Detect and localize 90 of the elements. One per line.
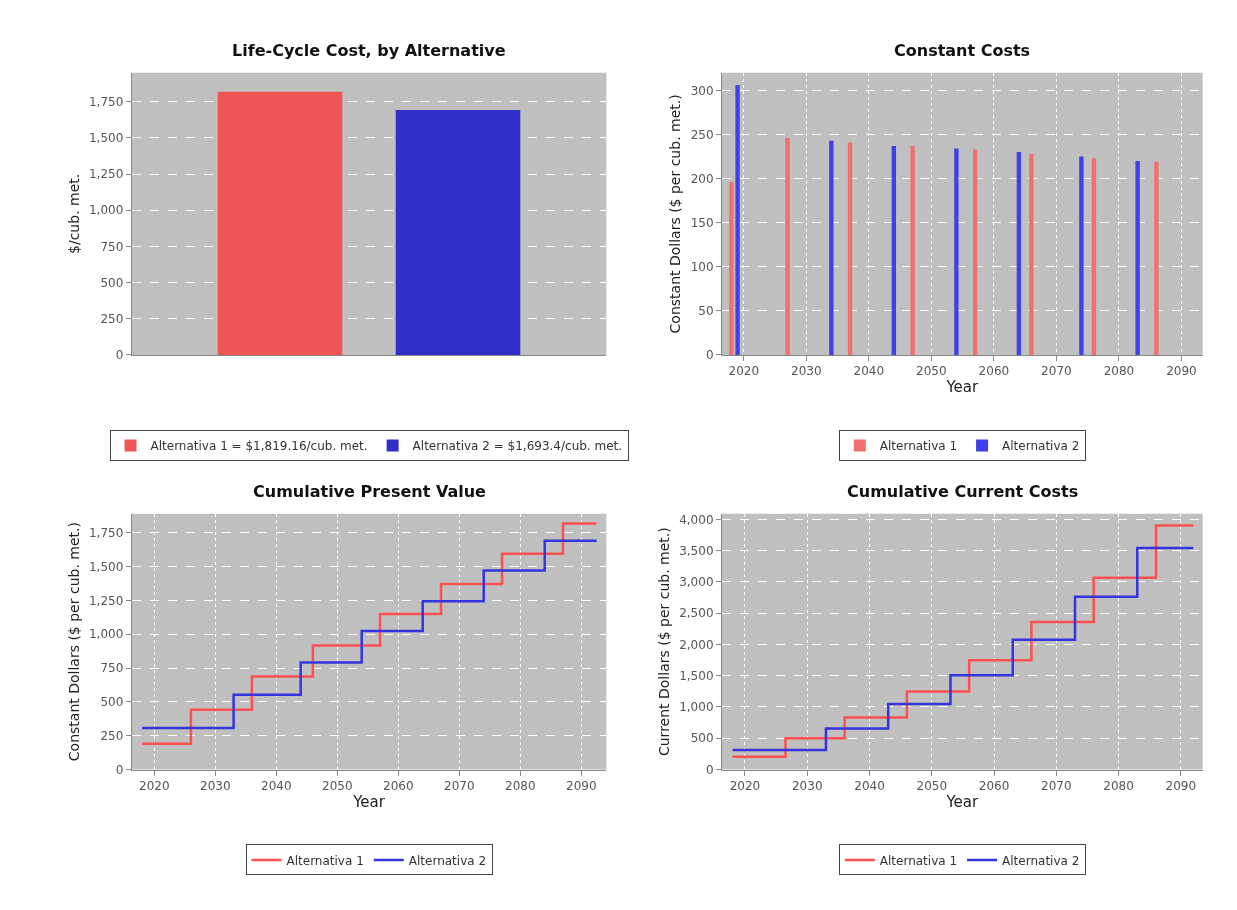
chart-title: Constant Costs: [894, 41, 1031, 60]
y-tick-label: 300: [690, 83, 714, 98]
x-tick-label: 2060: [383, 778, 414, 793]
x-tick-label: 2080: [1103, 364, 1135, 379]
chart-title: Cumulative Current Costs: [847, 482, 1079, 501]
x-tick-label: 2080: [1103, 778, 1134, 793]
y-tick-label: 3,000: [679, 575, 714, 590]
y-tick-label: 100: [690, 259, 714, 274]
y-tick-label: 0: [705, 348, 714, 363]
y-axis-title: Current Dollars ($ per cub. met.): [655, 527, 672, 757]
y-tick-label: 750: [100, 661, 124, 676]
x-tick-label: 2090: [1166, 364, 1197, 379]
x-tick-label: 2040: [853, 364, 885, 379]
bar: [1029, 153, 1034, 355]
y-tick-label: 3,500: [679, 543, 714, 558]
x-tick-label: 2040: [261, 778, 292, 793]
y-tick-label: 750: [100, 239, 124, 254]
bar: [1154, 161, 1159, 355]
legend-label: Alternativa 1: [879, 439, 958, 454]
legend-label: Alternativa 1: [879, 853, 958, 868]
y-tick-label: 150: [690, 215, 714, 230]
chart-title: Cumulative Present Value: [253, 482, 487, 501]
x-tick-label: 2030: [200, 778, 231, 793]
y-tick-label: 1,250: [88, 593, 124, 608]
y-tick-label: 50: [698, 304, 714, 319]
legend-label: Alternativa 1 = $1,819.16/cub. met.: [150, 439, 368, 454]
x-tick-label: 2060: [978, 364, 1010, 379]
y-tick-label: 1,750: [88, 525, 124, 540]
x-tick-label: 2070: [1041, 364, 1072, 379]
bar: [891, 145, 897, 355]
x-tick-label: 2080: [505, 778, 536, 793]
y-tick-label: 250: [690, 127, 714, 142]
bar: [1135, 160, 1140, 355]
y-tick-label: 0: [705, 762, 714, 777]
x-tick-label: 2090: [566, 778, 597, 793]
x-axis-title: Year: [945, 378, 980, 397]
y-axis-title: $/cub. met.: [65, 173, 82, 254]
x-tick-label: 2070: [1041, 778, 1072, 793]
legend-label: Alternativa 2: [1002, 439, 1080, 454]
y-tick-label: 1,750: [88, 94, 124, 109]
y-axis-title: Constant Dollars ($ per cub. met.): [65, 522, 82, 762]
y-tick-label: 2,500: [679, 606, 714, 621]
y-axis-title: Constant Dollars ($ per cub. met.): [667, 94, 684, 334]
x-tick-label: 2050: [916, 364, 947, 379]
x-tick-label: 2040: [854, 778, 885, 793]
bar: [1091, 158, 1097, 355]
x-tick-label: 2060: [978, 778, 1010, 793]
legend-label: Alternativa 2: [408, 853, 487, 868]
y-tick-label: 1,000: [88, 627, 124, 642]
y-tick-label: 2,000: [679, 637, 714, 652]
legend-label: Alternativa 1: [286, 853, 364, 868]
y-tick-label: 250: [100, 728, 124, 743]
bar: [785, 138, 790, 355]
bar: [954, 148, 959, 355]
y-tick-label: 1,500: [88, 559, 124, 574]
y-tick-label: 200: [690, 171, 714, 186]
y-tick-label: 4,000: [679, 512, 714, 527]
x-axis-title: Year: [352, 792, 386, 811]
y-tick-label: 0: [115, 762, 124, 777]
y-tick-label: 1,500: [679, 668, 714, 683]
bar: [910, 145, 915, 355]
y-tick-label: 500: [690, 731, 714, 746]
y-tick-label: 250: [100, 312, 124, 326]
bar: [729, 182, 734, 355]
x-tick-label: 2070: [444, 778, 475, 793]
x-tick-label: 2050: [322, 778, 353, 793]
y-tick-label: 500: [100, 275, 124, 290]
bar: [1016, 152, 1022, 355]
bar: [1079, 156, 1084, 355]
x-tick-label: 2030: [791, 364, 822, 379]
y-tick-label: 1,250: [88, 167, 124, 182]
bar: [735, 85, 740, 355]
x-tick-label: 2050: [916, 778, 948, 793]
x-tick-label: 2020: [729, 778, 761, 793]
chart-title: Life-Cycle Cost, by Alternative: [232, 41, 506, 60]
legend-label: Alternativa 2: [1002, 853, 1080, 868]
bar: [829, 140, 834, 355]
y-tick-label: 1,000: [679, 700, 714, 715]
y-tick-label: 0: [115, 348, 124, 363]
y-tick-label: 1,000: [88, 203, 124, 218]
x-axis-title: Year: [945, 792, 980, 811]
y-tick-label: 500: [100, 695, 124, 710]
legend-label: Alternativa 2 = $1,693.4/cub. met.: [412, 439, 623, 454]
x-tick-label: 2090: [1165, 778, 1197, 793]
x-tick-label: 2020: [139, 778, 170, 793]
bar: [847, 142, 853, 355]
x-tick-label: 2030: [791, 778, 823, 793]
y-tick-label: 1,500: [88, 131, 124, 146]
bar: [972, 149, 978, 355]
x-tick-label: 2020: [728, 364, 760, 379]
